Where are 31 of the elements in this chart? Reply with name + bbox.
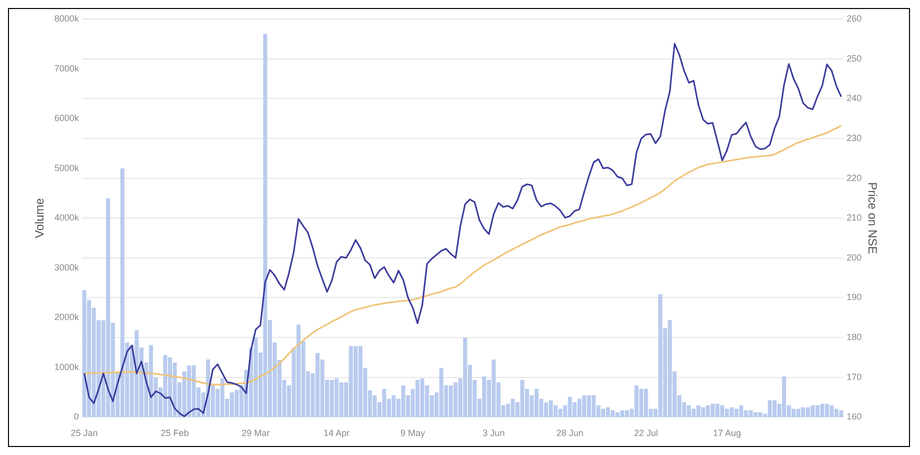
- y2-tick-label: 250: [846, 53, 862, 64]
- y2-tick-label: 180: [846, 332, 862, 342]
- x-tick-label: 9 May: [400, 428, 426, 438]
- y2-tick-label: 260: [846, 13, 862, 24]
- y2-tick-label: 220: [846, 172, 862, 183]
- x-tick-label: 3 Jun: [482, 428, 505, 438]
- y-tick-label: 6000k: [54, 113, 80, 124]
- y-tick-label: 0: [74, 412, 79, 422]
- y-tick-label: 5000k: [54, 162, 80, 173]
- x-tick-label: 29 Mar: [242, 428, 270, 438]
- y-tick-label: 8000k: [54, 13, 80, 24]
- y2-tick-label: 240: [846, 93, 862, 104]
- y-tick-label: 2000k: [54, 312, 80, 322]
- y-tick-label: 7000k: [54, 63, 80, 74]
- y2-tick-label: 170: [846, 372, 862, 382]
- x-tick-label: 25 Jan: [70, 428, 98, 438]
- y2-tick-label: 230: [846, 132, 862, 143]
- x-tick-label: 25 Feb: [160, 428, 189, 438]
- x-tick-label: 22 Jul: [634, 428, 658, 438]
- y2-tick-label: 200: [846, 252, 862, 262]
- x-tick-label: 28 Jun: [556, 428, 584, 438]
- y2-axis-title: Price on NSE: [865, 182, 880, 254]
- y2-tick-label: 190: [846, 292, 862, 302]
- y-tick-label: 4000k: [54, 212, 80, 223]
- y2-tick-label: 160: [846, 412, 862, 422]
- y-axis-title: Volume: [32, 198, 47, 238]
- y2-tick-label: 210: [846, 212, 862, 223]
- x-tick-label: 14 Apr: [324, 428, 350, 438]
- y-tick-label: 1000k: [54, 362, 80, 372]
- y-tick-label: 3000k: [54, 262, 80, 272]
- x-tick-label: 17 Aug: [712, 428, 741, 438]
